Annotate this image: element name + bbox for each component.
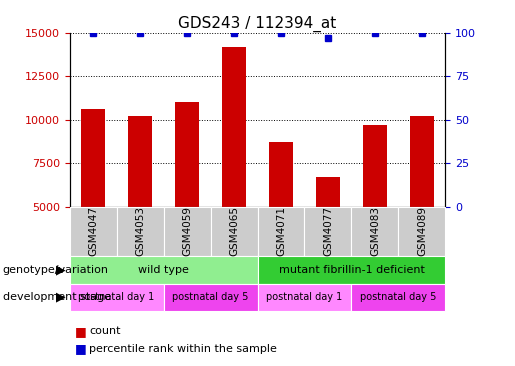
Title: GDS243 / 112394_at: GDS243 / 112394_at <box>178 15 337 31</box>
Text: GSM4053: GSM4053 <box>135 206 145 257</box>
Text: GSM4065: GSM4065 <box>229 206 239 257</box>
Bar <box>222 47 246 294</box>
Text: GSM4077: GSM4077 <box>323 206 333 257</box>
Bar <box>269 142 293 294</box>
Bar <box>128 116 152 294</box>
Text: postnatal day 5: postnatal day 5 <box>360 292 437 302</box>
Text: GSM4059: GSM4059 <box>182 206 192 257</box>
Bar <box>410 116 434 294</box>
Text: postnatal day 1: postnatal day 1 <box>266 292 342 302</box>
Text: ■: ■ <box>75 342 87 355</box>
Text: ▶: ▶ <box>56 291 65 304</box>
Text: GSM4071: GSM4071 <box>276 206 286 257</box>
Text: GSM4083: GSM4083 <box>370 206 380 257</box>
Bar <box>175 102 199 294</box>
Text: development stage: development stage <box>3 292 111 302</box>
Bar <box>363 125 387 294</box>
Text: genotype/variation: genotype/variation <box>3 265 109 275</box>
Text: count: count <box>89 326 121 336</box>
Bar <box>316 177 340 294</box>
Text: ▶: ▶ <box>56 264 65 276</box>
Text: percentile rank within the sample: percentile rank within the sample <box>89 344 277 354</box>
Text: postnatal day 1: postnatal day 1 <box>78 292 154 302</box>
Bar <box>81 109 105 294</box>
Text: mutant fibrillin-1 deficient: mutant fibrillin-1 deficient <box>279 265 424 275</box>
Text: wild type: wild type <box>138 265 189 275</box>
Text: ■: ■ <box>75 325 87 338</box>
Text: GSM4047: GSM4047 <box>88 206 98 257</box>
Text: GSM4089: GSM4089 <box>417 206 427 257</box>
Text: postnatal day 5: postnatal day 5 <box>173 292 249 302</box>
